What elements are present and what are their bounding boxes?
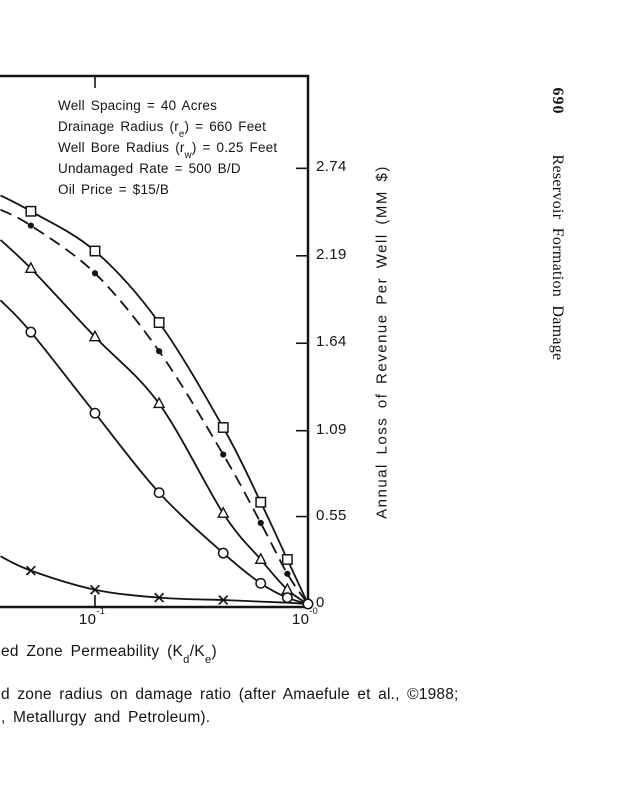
curve-filled-dot-marker-curve — [0, 208, 309, 605]
curve-circle-marker-curve — [0, 299, 309, 605]
marker-dot-filled-dot-marker-curve — [257, 519, 264, 527]
plot-border — [0, 74, 310, 609]
x-tick-label: 10-1 — [78, 605, 106, 628]
marker-dot-filled-dot-marker-curve — [156, 348, 163, 355]
marker-x-x-marker-curve — [25, 565, 36, 576]
marker-triangle-triangle-marker-curve — [24, 261, 38, 274]
marker-x-x-marker-curve — [154, 592, 165, 603]
marker-triangle-triangle-marker-curve — [152, 396, 166, 409]
marker-triangle-triangle-marker-curve — [254, 552, 267, 564]
curve-triangle-marker-curve — [0, 239, 309, 605]
x-tick-label: 10-0 — [291, 605, 319, 628]
y-tick-label: 0 — [316, 594, 325, 611]
marker-circle-circle-marker-curve — [89, 407, 101, 419]
marker-square-square-marker-curve — [153, 317, 165, 329]
marker-triangle-triangle-marker-curve — [217, 506, 230, 518]
marker-circle-circle-marker-curve — [281, 592, 293, 604]
legend-line-oil-price: Oil Price = $15/B — [58, 182, 170, 197]
marker-square-square-marker-curve — [25, 205, 37, 217]
legend-line-undamaged-rate: Undamaged Rate = 500 B/D — [58, 161, 241, 176]
plot-parameter-legend: Well Spacing = 40 Acres Drainage Radius … — [58, 95, 277, 200]
marker-circle-circle-marker-curve — [255, 577, 267, 589]
legend-line-well-spacing: Well Spacing = 40 Acres — [58, 98, 218, 113]
legend-line-drainage-radius: Drainage Radius (re) = 660 Feet — [58, 119, 267, 140]
marker-dot-filled-dot-marker-curve — [284, 570, 291, 577]
x-axis-title: ed Zone Permeability (Kd/Ke) — [1, 643, 217, 666]
marker-x-x-marker-curve — [218, 595, 229, 606]
marker-dot-filled-dot-marker-curve — [27, 222, 34, 229]
marker-square-square-marker-curve — [281, 554, 293, 565]
y-axis-title: Annual Loss of Revenue Per Well (MM $) — [373, 165, 391, 519]
y-tick-label: 2.74 — [316, 158, 347, 176]
curve-x-marker-curve — [0, 555, 309, 605]
marker-dot-filled-dot-marker-curve — [91, 270, 99, 277]
page-header: 690 Reservoir Formation Damage — [548, 88, 566, 361]
marker-triangle-triangle-marker-curve — [88, 329, 102, 342]
marker-square-square-marker-curve — [255, 496, 267, 508]
legend-line-wellbore-radius: Well Bore Radius (rw) = 0.25 Feet — [58, 140, 278, 161]
y-tick-label: 2.19 — [316, 245, 347, 263]
marker-circle-circle-marker-curve — [25, 326, 37, 338]
marker-circle-circle-marker-curve — [217, 547, 229, 559]
y-tick-label: 0.55 — [316, 506, 347, 524]
page-number: 690 — [549, 87, 566, 115]
curve-square-marker-curve — [0, 194, 309, 605]
y-tick-label: 1.64 — [316, 333, 347, 351]
marker-circle-circle-marker-curve — [302, 598, 314, 610]
marker-dot-filled-dot-marker-curve — [220, 451, 227, 458]
marker-circle-circle-marker-curve — [153, 487, 165, 499]
marker-square-square-marker-curve — [217, 422, 229, 433]
figure-caption-line-2: , Metallurgy and Petroleum). — [1, 709, 211, 726]
marker-square-square-marker-curve — [89, 245, 101, 257]
figure-caption-line-1: d zone radius on damage ratio (after Ama… — [1, 686, 459, 703]
y-tick-label: 1.09 — [316, 420, 347, 438]
running-title: Reservoir Formation Damage — [549, 154, 566, 361]
marker-x-x-marker-curve — [89, 584, 101, 595]
